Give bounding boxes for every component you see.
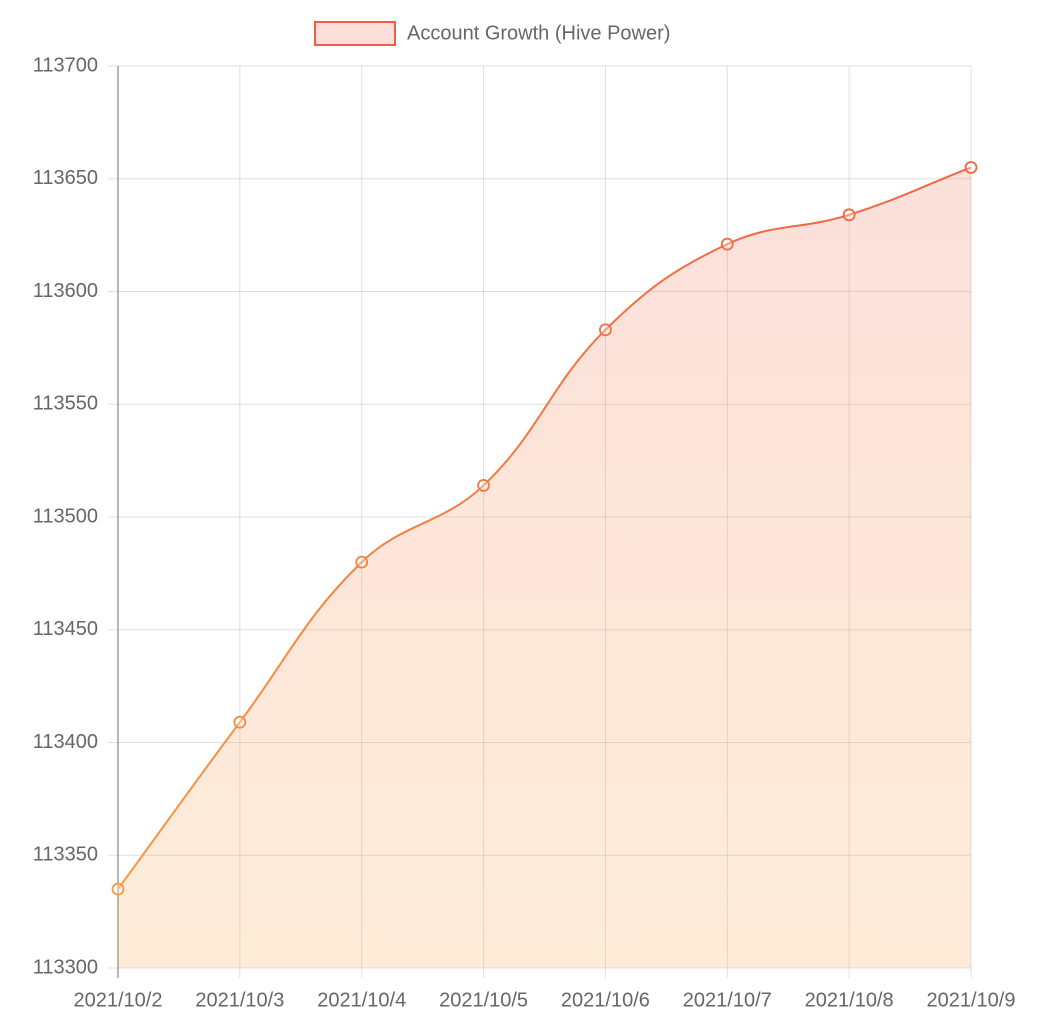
y-tick-label: 113650 [33, 167, 98, 189]
point [355, 555, 369, 569]
y-tick-label: 113550 [33, 393, 98, 415]
point [842, 208, 856, 222]
y-tick-label: 113500 [33, 505, 98, 527]
y-tick-label: 113400 [33, 731, 98, 753]
line [117, 166, 972, 890]
x-tick-label: 2021/10/3 [195, 989, 284, 1011]
point [111, 882, 125, 896]
area [118, 167, 971, 969]
x-tick-label: 2021/10/7 [683, 989, 772, 1011]
x-tick-label: 2021/10/5 [439, 989, 528, 1011]
x-tick-label: 2021/10/8 [805, 989, 894, 1011]
legend-swatch [314, 21, 396, 46]
x-tick-label: 2021/10/4 [317, 989, 406, 1011]
x-tick-label: 2021/10/2 [74, 989, 163, 1011]
point [599, 323, 612, 337]
point [720, 237, 734, 251]
y-tick-label: 113300 [33, 956, 98, 978]
y-tick-label: 113700 [33, 54, 98, 76]
x-tick-label: 2021/10/6 [561, 989, 650, 1011]
point [477, 479, 490, 492]
y-tick-label: 113450 [33, 618, 98, 640]
point [233, 715, 247, 729]
x-tick-label: 2021/10/9 [927, 989, 1016, 1011]
legend-label: Account Growth (Hive Power) [407, 22, 670, 44]
y-tick-label: 113600 [33, 280, 98, 302]
legend: Account Growth (Hive Power) [314, 21, 670, 46]
point [964, 161, 978, 174]
y-tick-label: 113350 [33, 844, 98, 866]
